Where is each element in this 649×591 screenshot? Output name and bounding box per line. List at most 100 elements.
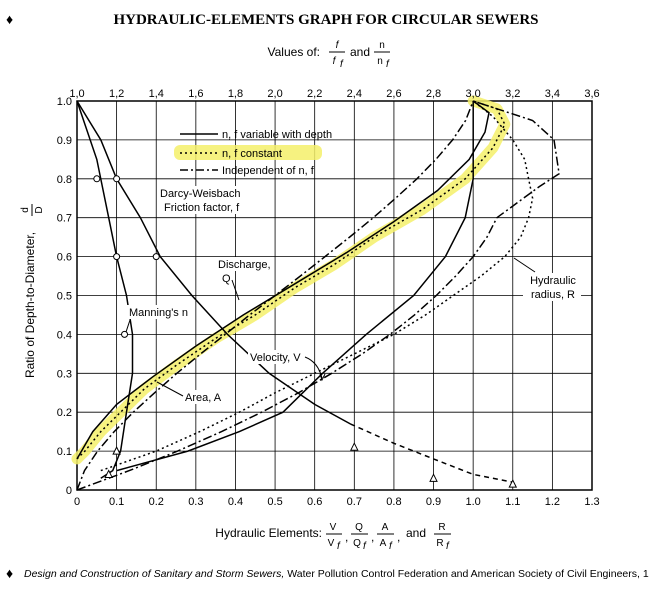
data-marker-triangle [104,469,114,478]
x-tick-label: 1.0 [466,496,481,508]
data-marker-triangle [508,479,518,488]
x-axis-frac-q-num: Q [355,522,363,533]
top-tick-label: 1,6 [188,88,203,100]
top-tick-label: 2,0 [267,88,282,100]
top-tick-label: 3,4 [545,88,560,100]
x-axis-frac-a-num: A [382,522,389,533]
legend-highlight [174,145,322,160]
y-tick-label: 0.2 [57,407,72,419]
x-tick-label: 0.8 [386,496,401,508]
top-tick-label: 2,2 [307,88,322,100]
y-tick-label: 0.1 [57,446,72,458]
x-tick-label: 0.4 [228,496,243,508]
top-axis-frac1-num: f [336,40,340,51]
top-axis-frac1-den-sub: f [340,59,344,70]
title-bullet: ♦ [6,11,13,27]
x-tick-label: 0.7 [347,496,362,508]
y-tick-label: 0.3 [57,368,72,380]
tick-labels: 0 0.1 0.2 0.3 0.4 0.5 0.6 0.7 0.8 0.9 1.0 1.1 1.2 1.3… [57,88,600,508]
annotation-discharge-line2: Q [222,273,231,285]
y-tick-label: 0.9 [57,135,72,147]
top-tick-label: 2,6 [386,88,401,100]
y-axis-frac-den: D [34,206,45,213]
y-tick-label: 0.5 [57,291,72,303]
marker-layer [93,175,518,488]
y-tick-label: 0.8 [57,174,72,186]
legend: n, f variable with depth n, f constant I… [174,129,332,177]
x-tick-label: 1.2 [545,496,560,508]
legend-entry-dotted: n, f constant [222,148,282,160]
x-tick-label: 0.6 [307,496,322,508]
x-tick-label: 0.2 [149,496,164,508]
data-marker-circle [113,253,121,261]
top-tick-label: 3,6 [584,88,599,100]
top-axis-frac1-den: f [333,56,337,67]
x-axis-frac-q-den: Q [353,538,361,549]
x-axis-title: Hydraulic Elements: V V f , Q Q f , A A … [215,522,451,552]
citation-text: Design and Construction of Sanitary and … [24,568,649,580]
x-axis-frac-r-den: R [436,538,443,549]
x-axis-and: and [406,526,426,540]
x-tick-label: 1.3 [584,496,599,508]
data-marker-circle [121,330,129,338]
x-axis-frac-a-den: A [380,538,387,549]
citation-bullet: ♦ [6,565,13,581]
top-axis-and: and [350,45,370,59]
citation: ♦ Design and Construction of Sanitary an… [6,565,649,581]
x-axis-label-prefix: Hydraulic Elements: [215,526,322,540]
annotation-area: Area, A [185,392,222,404]
top-axis-frac2-num: n [379,40,385,51]
top-axis-frac2-den-sub: f [386,59,390,70]
chart-title: HYDRAULIC-ELEMENTS GRAPH FOR CIRCULAR SE… [113,12,538,28]
legend-entry-dashdot: Independent of n, f [222,165,315,177]
y-axis-title: Ratio of Depth-to-Diameter, d D [20,204,45,378]
x-axis-frac-v-den: V [328,538,335,549]
annotation-manning: Manning's n [129,307,188,319]
x-axis-frac-q-sub: f [363,541,367,552]
series-line-2 [76,100,506,460]
series-line-6 [76,100,351,425]
top-tick-label: 1,0 [69,88,84,100]
x-axis-frac-a-sub: f [389,541,393,552]
data-marker-circle [113,175,121,183]
data-marker-circle [152,253,160,261]
svg-text:,: , [371,530,374,544]
annotation-radius-line1: Hydraulic [530,275,576,287]
data-marker-triangle [112,445,121,455]
top-tick-label: 2,4 [347,88,362,100]
citation-italic: Design and Construction of Sanitary and … [24,568,284,580]
series-line-1 [76,100,560,491]
top-tick-label: 1,2 [109,88,124,100]
x-tick-label: 0.5 [267,496,282,508]
series-line-7 [76,100,134,479]
top-tick-label: 3,2 [505,88,520,100]
annotations: Darcy-Weisbach Friction factor, f Mannin… [125,186,581,404]
y-tick-label: 0.7 [57,213,72,225]
grid [76,100,593,491]
y-tick-label: 0.6 [57,252,72,264]
annotation-darcy-line2: Friction factor, f [164,202,240,214]
plot-frame [76,100,593,491]
top-axis-frac2-den: n [377,56,383,67]
top-tick-label: 3,0 [466,88,481,100]
citation-rest: Water Pollution Control Federation and A… [284,568,649,580]
svg-text:,: , [345,530,348,544]
x-axis-frac-r-sub: f [446,541,450,552]
annotation-darcy-line1: Darcy-Weisbach [160,188,241,200]
y-axis-label: Ratio of Depth-to-Diameter, [23,232,37,378]
x-axis-frac-v-sub: f [337,541,341,552]
legend-entry-solid: n, f variable with depth [222,129,332,141]
series-line-5 [116,101,474,472]
y-tick-label: 1.0 [57,96,72,108]
series-line-4 [76,100,490,460]
y-axis-frac-num: d [20,207,31,213]
series-line-3 [100,100,534,472]
annotation-velocity: Velocity, V [250,352,301,364]
series-line-8 [349,423,513,483]
x-tick-label: 0.9 [426,496,441,508]
x-tick-label: 0.3 [188,496,203,508]
top-axis-label-prefix: Values of: [268,45,320,59]
x-axis-frac-r-num: R [438,522,445,533]
top-tick-label: 2,8 [426,88,441,100]
